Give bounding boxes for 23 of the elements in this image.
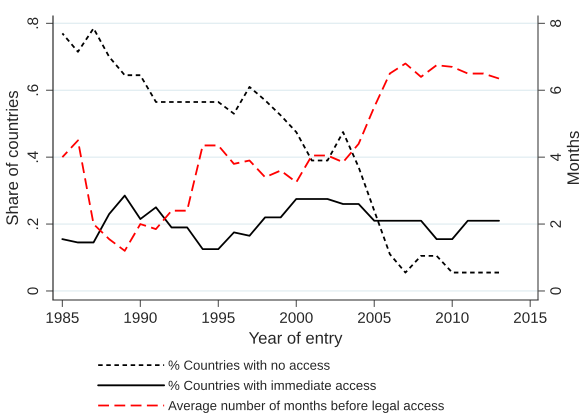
y2-tick-label: 4 [550,153,561,162]
y-tick-label: 0 [27,287,38,295]
y-axis-title: Share of countries [6,90,18,225]
y2-tick-label: 6 [550,86,562,94]
x-tick-label: 1985 [46,312,79,324]
y-tick-label: .2 [27,218,38,230]
y-tick-label: .6 [27,84,38,96]
x-tick-label: 2005 [358,312,391,324]
y2-tick-label: 8 [550,20,562,27]
x-tick-label: 2000 [280,312,313,324]
x-axis-title: Year of entry [248,332,342,348]
x-tick-label: 2015 [514,312,547,324]
y-tick-label: .8 [27,18,38,28]
x-tick-label: 1995 [202,312,235,324]
y2-axis-title: Months [566,131,580,184]
legend-label: % Countries with no access [168,360,330,370]
legend-label: % Countries with immediate access [168,380,376,390]
y-tick-label: .4 [28,151,38,162]
legend-label: Average number of months before legal access [168,400,444,413]
x-tick-label: 2010 [436,312,469,324]
x-tick-label: 1990 [124,312,157,324]
y2-tick-label: 2 [550,220,561,228]
y2-tick-label: 0 [550,287,562,295]
